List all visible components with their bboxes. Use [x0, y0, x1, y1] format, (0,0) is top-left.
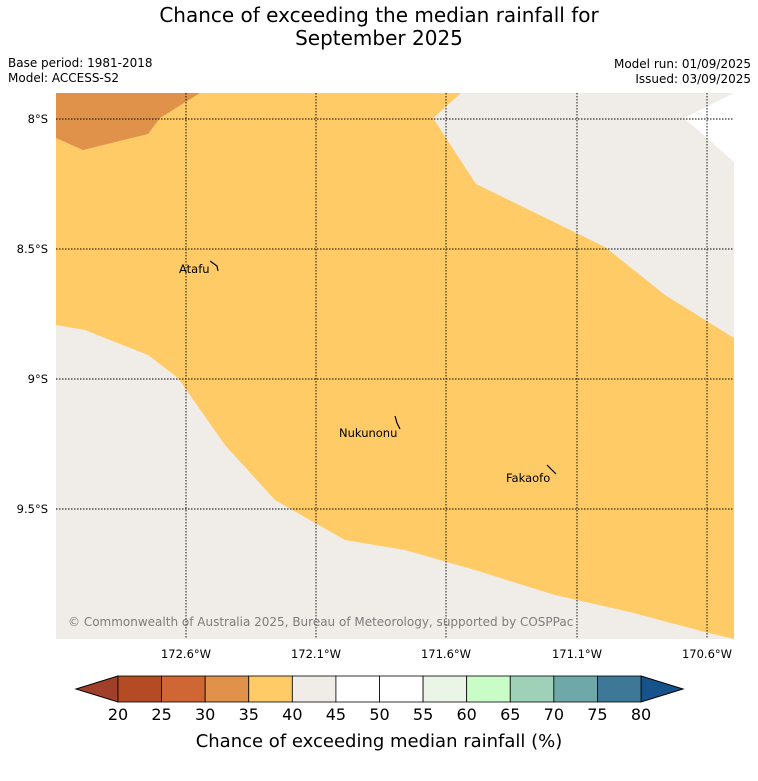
lon-label-172-1w: 172.1°W [291, 647, 341, 661]
colorbar-tick-label: 30 [195, 705, 215, 724]
place-fakaofo: Fakaofo [506, 471, 550, 485]
lat-label-8s: 8°S [28, 112, 48, 126]
base-period: Base period: 1981-2018 [8, 56, 153, 70]
latitude-labels: 8°S 8.5°S 9°S 9.5°S [17, 112, 48, 516]
map-area: Atafu Nukunonu Fakaofo © Commonwealth of… [56, 93, 734, 639]
lat-label-9-5s: 9.5°S [17, 502, 48, 516]
colorbar-cell [422, 675, 468, 703]
colorbar-cell [335, 675, 380, 703]
atolls [209, 260, 557, 475]
zone-35-40 [56, 93, 734, 639]
colorbar-ticks: 20 25 30 35 40 45 50 55 60 65 70 75 80 [108, 705, 651, 724]
lat-label-8-5s: 8.5°S [17, 242, 48, 256]
colorbar-cell [509, 675, 555, 703]
lon-label-170-6w: 170.6°W [682, 647, 732, 661]
colorbar-tick-label: 70 [544, 705, 564, 724]
meta-left: Base period: 1981-2018 Model: ACCESS-S2 [8, 56, 153, 86]
title-line-1: Chance of exceeding the median rainfall … [159, 3, 599, 27]
chart-title: Chance of exceeding the median rainfall … [0, 4, 758, 50]
colorbar-cell [466, 675, 511, 703]
place-atafu: Atafu [179, 262, 210, 276]
colorbar-tick-label: 65 [500, 705, 520, 724]
colorbar-under-arrow [74, 675, 119, 703]
zone-45-50 [684, 93, 734, 162]
title-line-2: September 2025 [295, 26, 463, 50]
colorbar-over-arrow [640, 675, 685, 703]
atafu-atoll [209, 260, 219, 272]
model-name: Model: ACCESS-S2 [8, 71, 120, 85]
colorbar-tick-label: 40 [282, 705, 302, 724]
lon-label-171-6w: 171.6°W [421, 647, 471, 661]
colorbar-tick-label: 20 [108, 705, 128, 724]
fakaofo-atoll [546, 464, 557, 475]
graticule [56, 93, 734, 639]
lat-label-9s: 9°S [28, 372, 48, 386]
colorbar-cell [379, 675, 424, 703]
colorbar-cell [204, 675, 250, 703]
model-run: Model run: 01/09/2025 [613, 57, 751, 71]
colorbar-cell [161, 675, 206, 703]
issued-date: Issued: 03/09/2025 [635, 72, 751, 86]
colorbar-tick-label: 60 [456, 705, 476, 724]
colorbar-tick-label: 35 [239, 705, 259, 724]
nukunonu-atoll [394, 415, 401, 430]
longitude-labels: 172.6°W 172.1°W 171.6°W 171.1°W 170.6°W [161, 647, 732, 661]
colorbar-title: Chance of exceeding median rainfall (%) [196, 731, 563, 752]
meta-right: Model run: 01/09/2025 Issued: 03/09/2025 [614, 57, 751, 87]
colorbar-cell [117, 675, 162, 703]
colorbar-tick-label: 75 [587, 705, 607, 724]
colorbar-cells [117, 675, 642, 703]
colorbar-tick-label: 45 [326, 705, 346, 724]
colorbar-tick-label: 50 [369, 705, 389, 724]
colorbar-cell [553, 675, 598, 703]
colorbar-tick-label: 25 [151, 705, 171, 724]
zone-25-30 [56, 93, 200, 150]
colorbar-cell [291, 675, 337, 703]
colorbar: 20 25 30 35 40 45 50 55 60 65 70 75 80 Chance of exc… [74, 675, 685, 752]
place-nukunonu: Nukunonu [339, 426, 397, 440]
lon-label-171-1w: 171.1°W [552, 647, 602, 661]
lon-label-172-6w: 172.6°W [161, 647, 211, 661]
colorbar-tick-label: 80 [631, 705, 651, 724]
copyright-text: © Commonwealth of Australia 2025, Bureau… [68, 615, 573, 629]
colorbar-tick-label: 55 [413, 705, 433, 724]
colorbar-cell [248, 675, 293, 703]
colorbar-cell [597, 675, 642, 703]
